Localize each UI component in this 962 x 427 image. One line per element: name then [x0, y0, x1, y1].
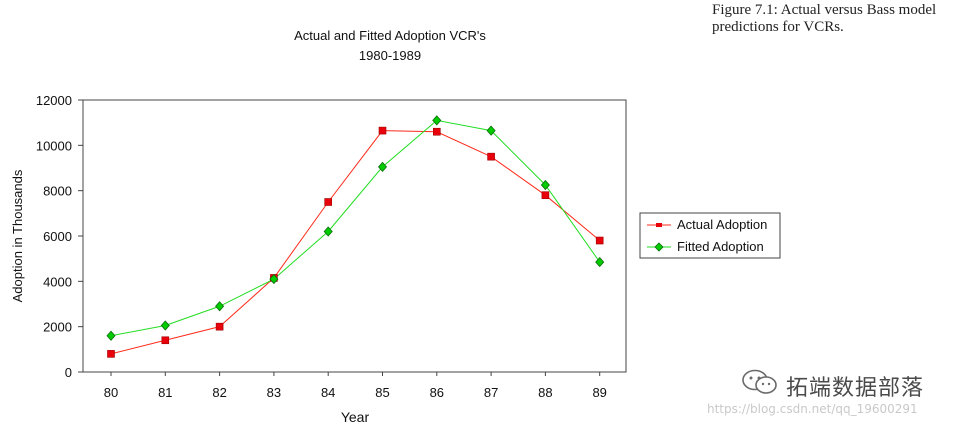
legend-box — [639, 212, 781, 259]
y-tick-label: 12000 — [36, 93, 72, 108]
legend-label-fitted: Fitted Adoption — [677, 239, 764, 254]
data-point-fitted — [540, 179, 550, 191]
watermark-url: https://blog.csdn.net/qq_19600291 — [707, 402, 918, 416]
x-tick-label: 82 — [212, 385, 226, 400]
y-tick-label: 2000 — [43, 320, 72, 335]
x-tick-label: 86 — [430, 385, 444, 400]
x-tick-label: 88 — [538, 385, 552, 400]
chart-subtitle: 1980-1989 — [359, 48, 421, 63]
y-tick-label: 6000 — [43, 229, 72, 244]
data-point-actual — [324, 198, 333, 206]
y-tick-label: 4000 — [43, 274, 72, 289]
y-tick-label: 10000 — [36, 138, 72, 153]
x-tick-label: 87 — [484, 385, 498, 400]
y-axis-label: Adoption in Thousands — [10, 169, 25, 302]
x-tick-label: 85 — [375, 385, 389, 400]
plot-area — [82, 99, 627, 373]
data-point-fitted — [486, 125, 496, 136]
chart-title: Actual and Fitted Adoption VCR's — [294, 28, 486, 43]
x-tick-label: 89 — [592, 385, 606, 400]
series-line-actual — [110, 130, 601, 355]
watermark-brand: 拓端数据部落 — [786, 376, 925, 401]
data-point-fitted — [269, 273, 279, 285]
x-tick-label: 80 — [104, 385, 118, 400]
legend: Actual Adoption Fitted Adoption — [639, 212, 781, 259]
x-tick-label: 84 — [321, 385, 335, 400]
y-tick-label: 8000 — [43, 184, 72, 199]
data-point-actual — [432, 127, 441, 136]
wechat-logo-icon — [742, 369, 777, 394]
legend-marker-fitted — [654, 242, 664, 252]
legend-marker-actual — [656, 223, 662, 227]
x-axis-label: Year — [341, 409, 370, 425]
data-point-fitted — [377, 161, 388, 172]
data-point-actual — [215, 322, 224, 331]
y-tick-label: 0 — [65, 365, 72, 380]
data-point-fitted — [215, 301, 225, 312]
data-point-fitted — [106, 330, 116, 341]
data-point-actual — [541, 191, 550, 199]
data-point-actual — [487, 152, 495, 161]
data-point-fitted — [323, 226, 333, 237]
data-point-actual — [595, 236, 604, 245]
legend-label-actual: Actual Adoption — [677, 217, 767, 232]
figure-caption: Figure 7.1: Actual versus Bass model pre… — [712, 2, 937, 35]
series-line-fitted — [110, 119, 601, 337]
x-tick-label: 81 — [158, 385, 172, 400]
data-point-actual — [161, 336, 170, 345]
x-tick-label: 83 — [267, 385, 281, 400]
data-point-fitted — [432, 115, 442, 126]
data-point-fitted — [160, 320, 170, 331]
data-point-fitted — [595, 256, 605, 268]
data-point-actual — [107, 350, 115, 358]
data-point-actual — [378, 126, 387, 135]
